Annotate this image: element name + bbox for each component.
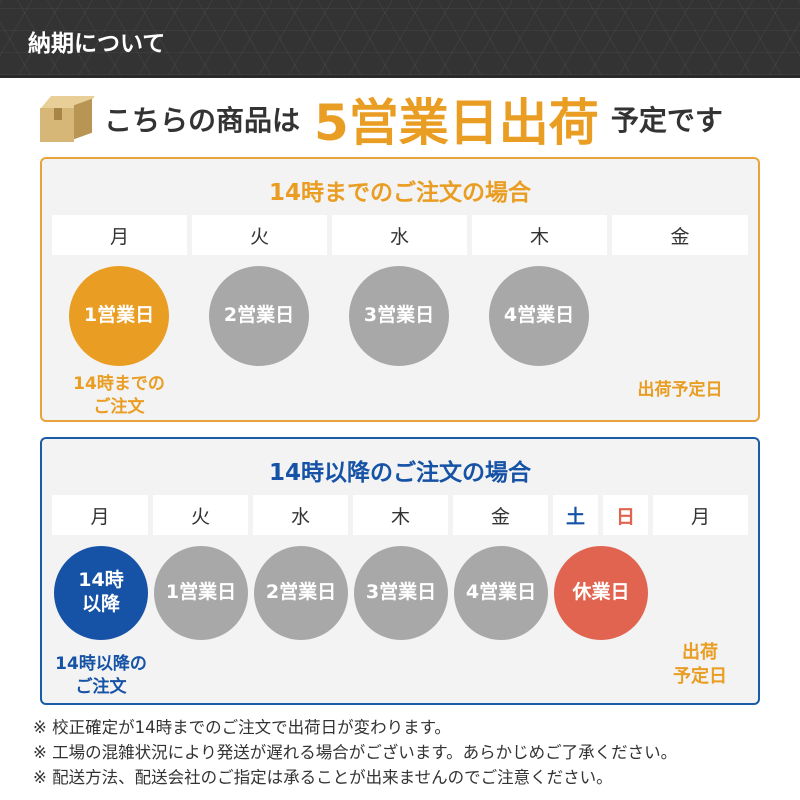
before-14-panel: 14時までのご注文の場合 月 火 水 木 金 1営業日 2営業日 3営業日 4営… [40,157,760,422]
day-cell-saturday: 土 [553,495,598,535]
day-cell: 月 [653,495,748,535]
headline-prefix: こちらの商品は [104,104,301,137]
panel-title: 14時までのご注文の場合 [268,180,531,206]
business-day-circle: 2営業日 [209,266,309,366]
day-cell: 火 [153,495,248,535]
headline-highlight: 5営業日出荷 [314,94,599,152]
business-day-circle: 1営業日 [69,266,169,366]
ship-date-label: 出荷 予定日 [673,642,727,688]
after-14-panel: 14時以降のご注文の場合 月 火 水 木 金 土 日 月 14時 以降 1営業日… [40,437,760,705]
order-label: 14時までの ご注文 [73,374,165,417]
headline-suffix: 予定です [610,104,723,137]
business-day-circle: 3営業日 [349,266,449,366]
after-14-circle: 14時 以降 [54,546,148,640]
day-cell: 水 [332,215,467,255]
day-cell: 月 [52,495,148,535]
business-day-circle: 2営業日 [254,546,348,640]
note-item: ※ 工場の混雑状況により発送が遅れる場合がございます。あらかじめご了承ください。 [33,743,678,762]
day-cell: 木 [472,215,607,255]
shipping-headline: こちらの商品は 5営業日出荷 予定です [40,88,723,152]
day-cell: 金 [612,215,748,255]
note-item: ※ 配送方法、配送会社のご指定は承ることが出来ませんのでご注意ください。 [33,768,613,787]
day-cell: 木 [353,495,448,535]
business-day-circle: 1営業日 [154,546,248,640]
holiday-circle: 休業日 [554,546,648,640]
page-title: 納期について [28,31,166,57]
business-day-circle: 3営業日 [354,546,448,640]
header-banner: 納期について [0,0,800,78]
panel-title: 14時以降のご注文の場合 [268,460,531,486]
day-cell: 火 [192,215,327,255]
business-day-circle: 4営業日 [454,546,548,640]
day-cell: 水 [253,495,348,535]
ship-date-label: 出荷予定日 [637,380,723,400]
cardboard-box-icon [40,96,96,142]
order-label: 14時以降の ご注文 [55,654,147,697]
day-cell: 金 [453,495,548,535]
note-item: ※ 校正確定が14時までのご注文で出荷日が変わります。 [33,718,451,737]
day-cell: 月 [52,215,187,255]
day-cell-sunday: 日 [603,495,648,535]
business-day-circle: 4営業日 [489,266,589,366]
